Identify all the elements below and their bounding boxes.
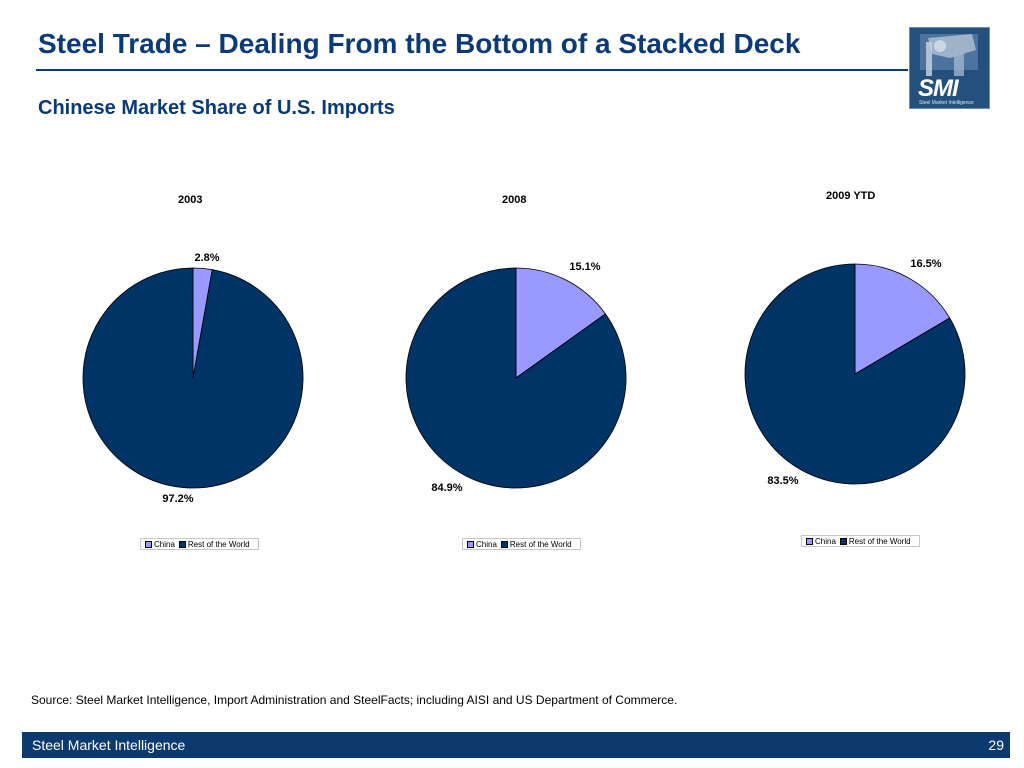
legend-swatch-rest-of-world — [500, 540, 508, 548]
data-label-china: 15.1% — [569, 261, 600, 273]
pie-legend-2009-ytd: China Rest of the World — [801, 535, 920, 547]
data-label-rest-of-world: 83.5% — [767, 475, 798, 487]
pie-slice-rest-of-world — [744, 263, 966, 485]
pie-chart-2009-ytd: 16.5% 83.5% — [744, 258, 966, 487]
data-label-china: 2.8% — [194, 252, 219, 264]
pie-title-2003: 2003 — [178, 194, 203, 206]
legend-label-china: China — [815, 536, 836, 546]
legend-swatch-rest-of-world — [178, 540, 186, 548]
pie-title-2008: 2008 — [502, 194, 527, 206]
slide-title: Steel Trade – Dealing From the Bottom of… — [38, 28, 801, 59]
page-number: 29 — [988, 737, 1004, 753]
legend-swatch-china — [806, 537, 813, 545]
pie-slice-rest-of-world — [405, 267, 627, 489]
data-label-rest-of-world: 97.2% — [162, 493, 193, 505]
title-divider — [36, 69, 908, 71]
data-label-china: 16.5% — [910, 258, 941, 270]
legend-item-rest-of-world: Rest of the World — [178, 539, 250, 549]
legend-label-rest-of-world: Rest of the World — [509, 539, 572, 549]
pie-slice-china — [515, 267, 606, 379]
legend-label-china: China — [154, 539, 175, 549]
pie-title-2009-ytd: 2009 YTD — [826, 190, 876, 202]
smi-logo: SMI Steel Market Intelligence — [909, 27, 990, 109]
data-label-rest-of-world: 84.9% — [431, 482, 462, 494]
legend-item-china: China — [467, 540, 497, 549]
pie-slice-rest-of-world — [82, 267, 304, 489]
slide-subtitle: Chinese Market Share of U.S. Imports — [38, 97, 395, 119]
pie-legend-2003: China Rest of the World — [140, 538, 259, 550]
legend-label-china: China — [476, 539, 497, 549]
legend-label-rest-of-world: Rest of the World — [848, 536, 911, 546]
footer-company-name: Steel Market Intelligence — [32, 737, 186, 753]
legend-item-china: China — [145, 540, 175, 549]
legend-item-rest-of-world: Rest of the World — [500, 539, 572, 549]
footer-bar: Steel Market Intelligence 29 — [22, 732, 1010, 758]
pie-slice-china — [854, 263, 951, 375]
legend-swatch-china — [145, 540, 152, 548]
logo-wordmark: SMI — [918, 75, 959, 102]
legend-item-rest-of-world: Rest of the World — [839, 536, 911, 546]
logo-tagline: Steel Market Intelligence — [919, 100, 974, 106]
logo-graphic — [910, 28, 989, 108]
source-note: Source: Steel Market Intelligence, Impor… — [31, 693, 678, 707]
legend-swatch-china — [467, 540, 474, 548]
pie-chart-2008: 15.1% 84.9% — [405, 261, 627, 494]
legend-label-rest-of-world: Rest of the World — [187, 539, 250, 549]
legend-item-china: China — [806, 537, 836, 546]
legend-swatch-rest-of-world — [839, 537, 847, 545]
pie-legend-2008: China Rest of the World — [462, 538, 581, 550]
pie-chart-2003: 2.8% 97.2% — [82, 252, 304, 505]
